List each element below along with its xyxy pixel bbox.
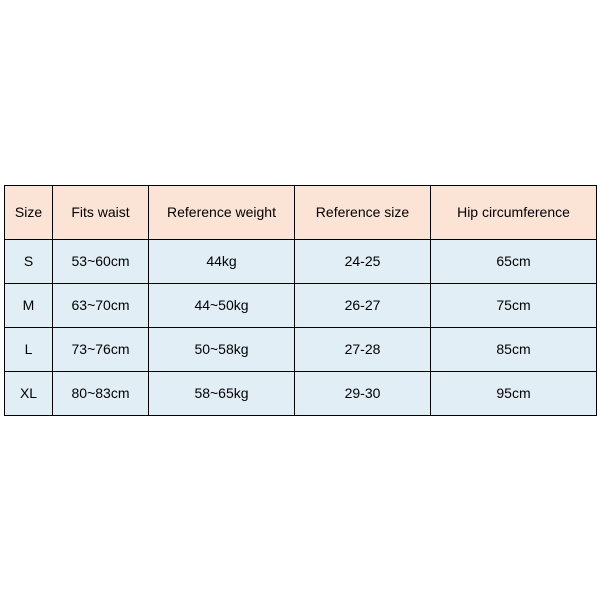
table-row: L 73~76cm 50~58kg 27-28 85cm [5, 327, 597, 371]
cell-size: L [5, 327, 53, 371]
cell-fits-waist: 80~83cm [53, 371, 149, 415]
col-header-size: Size [5, 185, 53, 239]
cell-hip-circumference: 95cm [431, 371, 597, 415]
cell-reference-weight: 50~58kg [149, 327, 295, 371]
size-chart-container: Size Fits waist Reference weight Referen… [2, 185, 598, 416]
cell-size: M [5, 283, 53, 327]
table-row: M 63~70cm 44~50kg 26-27 75cm [5, 283, 597, 327]
col-header-fits-waist: Fits waist [53, 185, 149, 239]
table-row: S 53~60cm 44kg 24-25 65cm [5, 239, 597, 283]
cell-size: XL [5, 371, 53, 415]
col-header-hip-circumference: Hip circumference [431, 185, 597, 239]
cell-reference-size: 24-25 [295, 239, 431, 283]
cell-size: S [5, 239, 53, 283]
table-row: XL 80~83cm 58~65kg 29-30 95cm [5, 371, 597, 415]
table-header-row: Size Fits waist Reference weight Referen… [5, 185, 597, 239]
cell-fits-waist: 73~76cm [53, 327, 149, 371]
cell-reference-weight: 44kg [149, 239, 295, 283]
cell-fits-waist: 63~70cm [53, 283, 149, 327]
col-header-reference-weight: Reference weight [149, 185, 295, 239]
cell-hip-circumference: 85cm [431, 327, 597, 371]
cell-reference-size: 26-27 [295, 283, 431, 327]
cell-reference-weight: 58~65kg [149, 371, 295, 415]
cell-hip-circumference: 65cm [431, 239, 597, 283]
cell-reference-weight: 44~50kg [149, 283, 295, 327]
size-chart-table: Size Fits waist Reference weight Referen… [4, 185, 597, 416]
cell-reference-size: 29-30 [295, 371, 431, 415]
col-header-reference-size: Reference size [295, 185, 431, 239]
cell-reference-size: 27-28 [295, 327, 431, 371]
cell-fits-waist: 53~60cm [53, 239, 149, 283]
cell-hip-circumference: 75cm [431, 283, 597, 327]
